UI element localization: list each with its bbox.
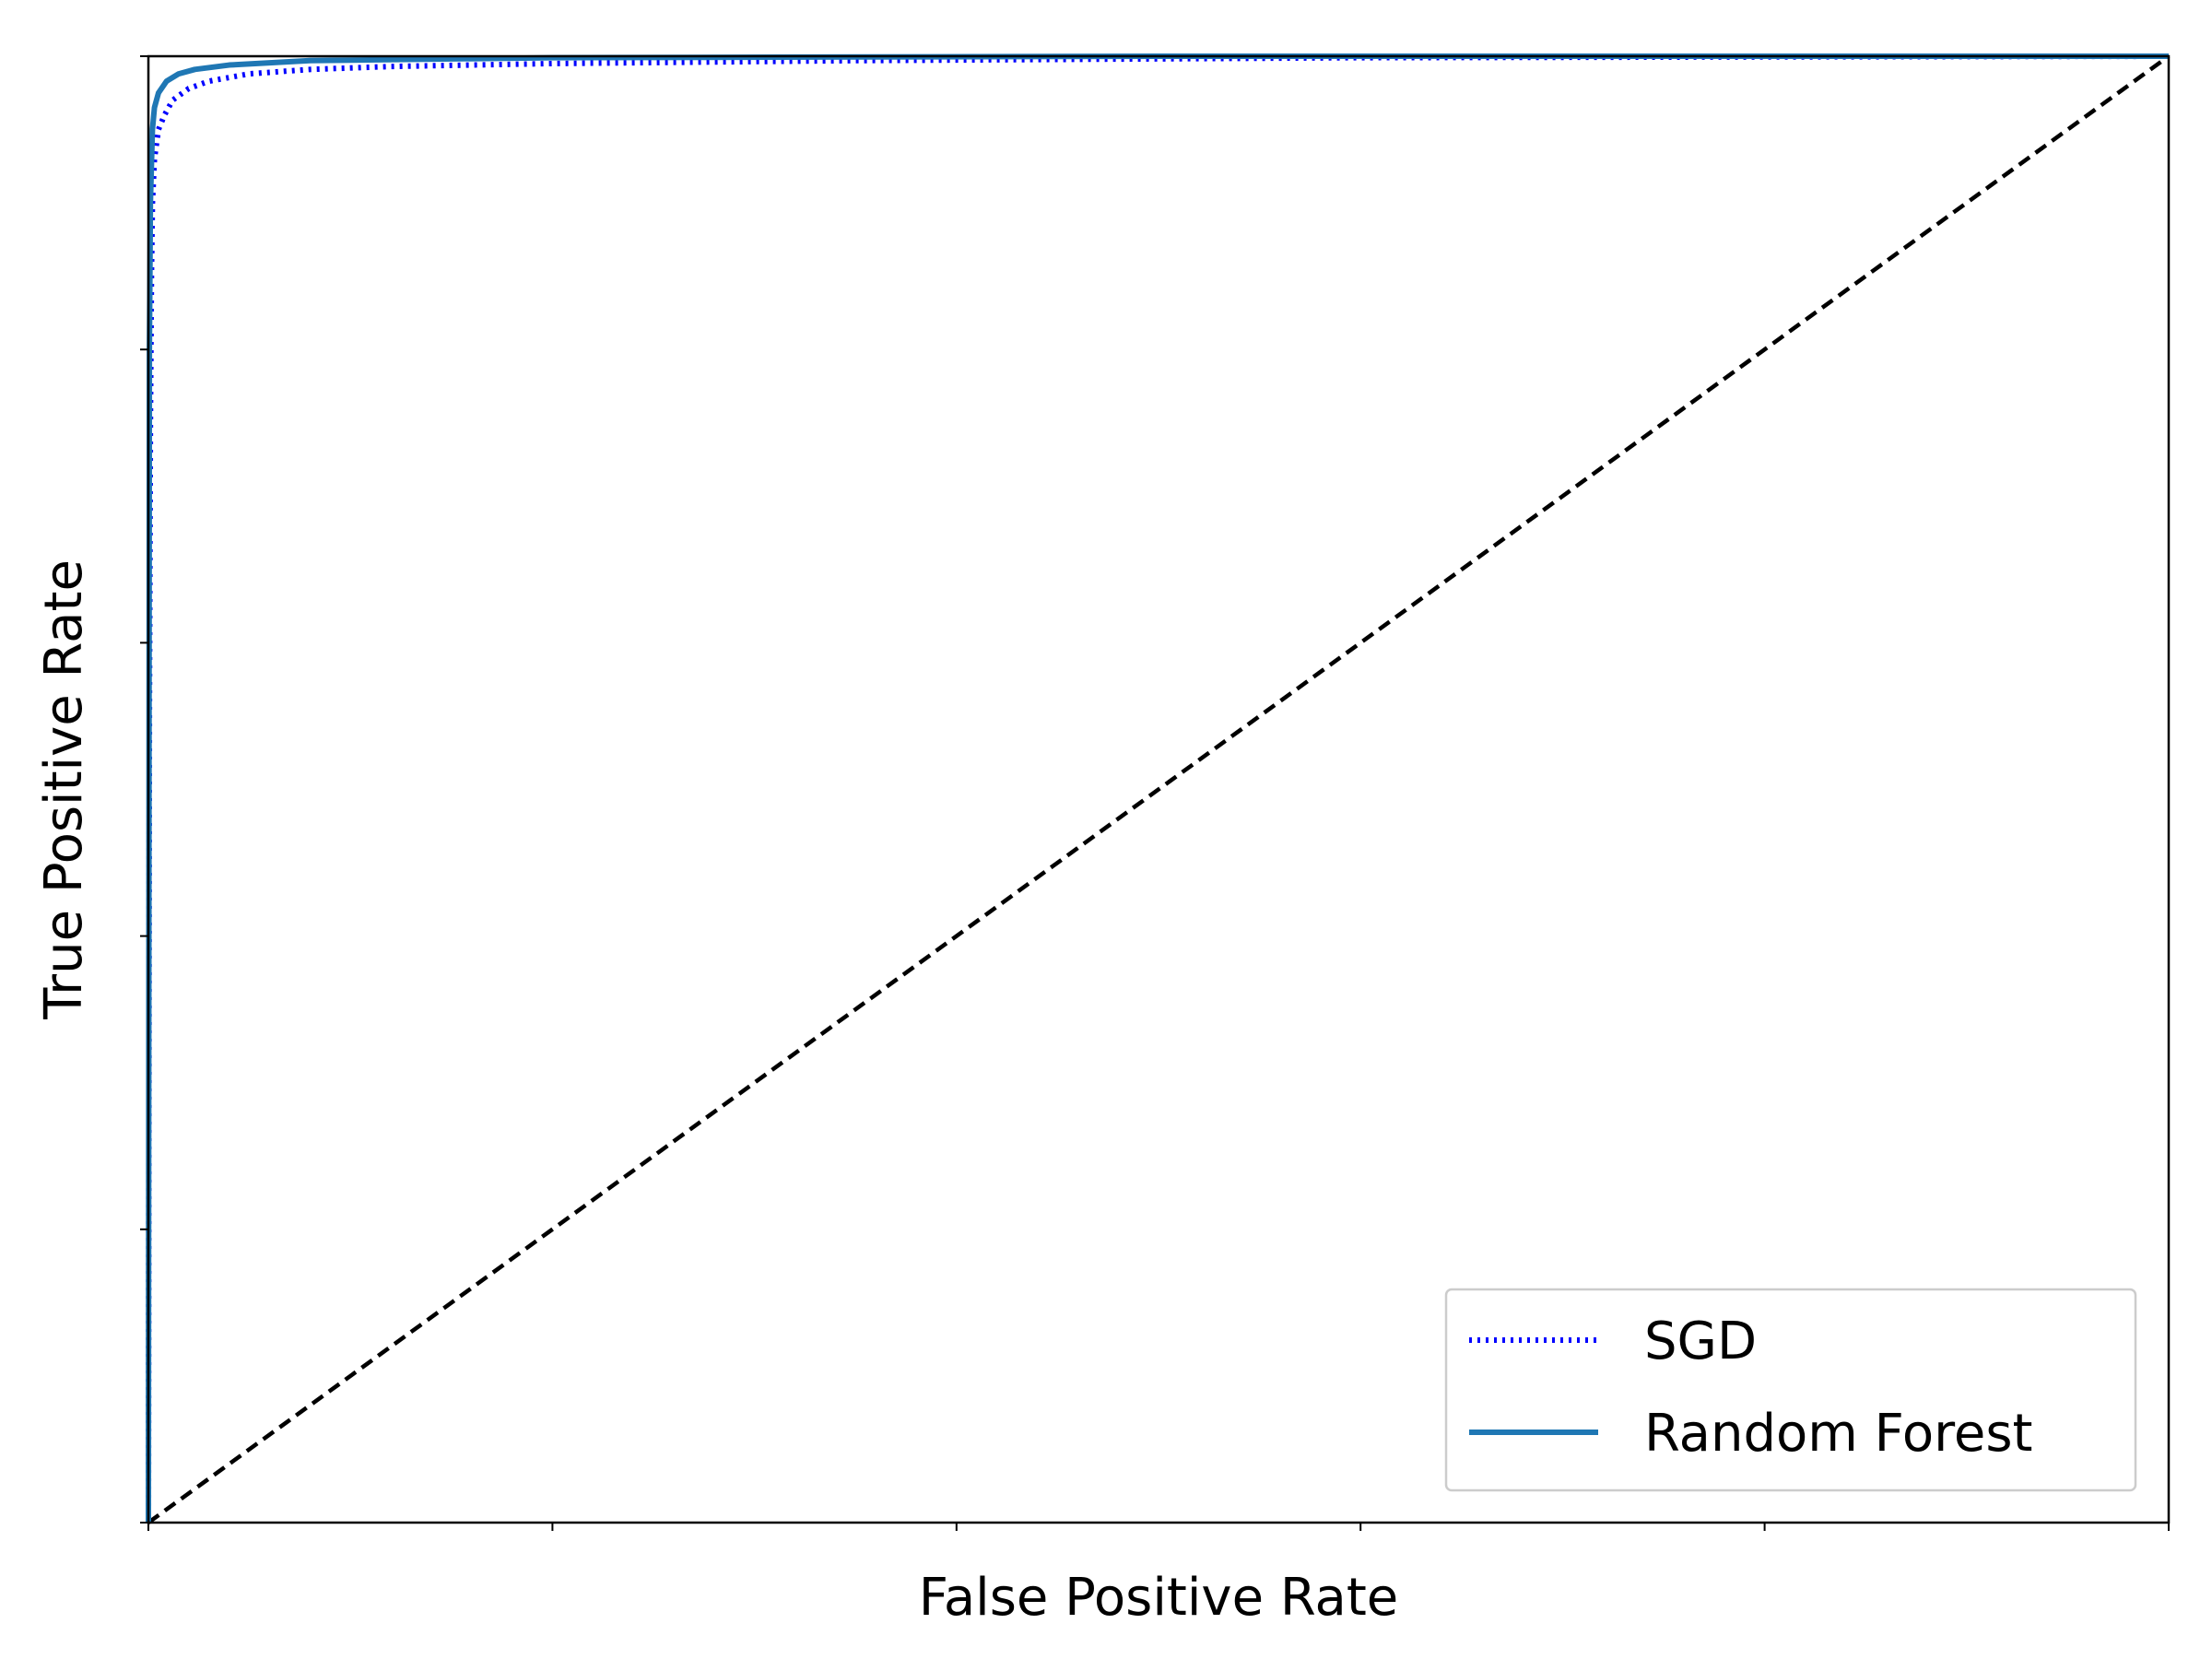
plot-lines bbox=[146, 53, 2171, 1524]
x-axis-label: False Positive Rate bbox=[919, 1568, 1398, 1628]
legend-random-forest-label: Random Forest bbox=[1644, 1404, 2033, 1464]
axis-ticks bbox=[140, 55, 2170, 1531]
legend-box bbox=[1444, 1288, 2137, 1492]
random-forest-line bbox=[146, 53, 2169, 1524]
y-axis-label: True Positive Rate bbox=[34, 559, 94, 1020]
legend: SGD Random Forest bbox=[1444, 1288, 2137, 1492]
chance-diagonal-line bbox=[147, 54, 2171, 1524]
legend-sgd-label: SGD bbox=[1644, 1312, 1757, 1371]
plot-frame bbox=[147, 54, 2171, 1524]
